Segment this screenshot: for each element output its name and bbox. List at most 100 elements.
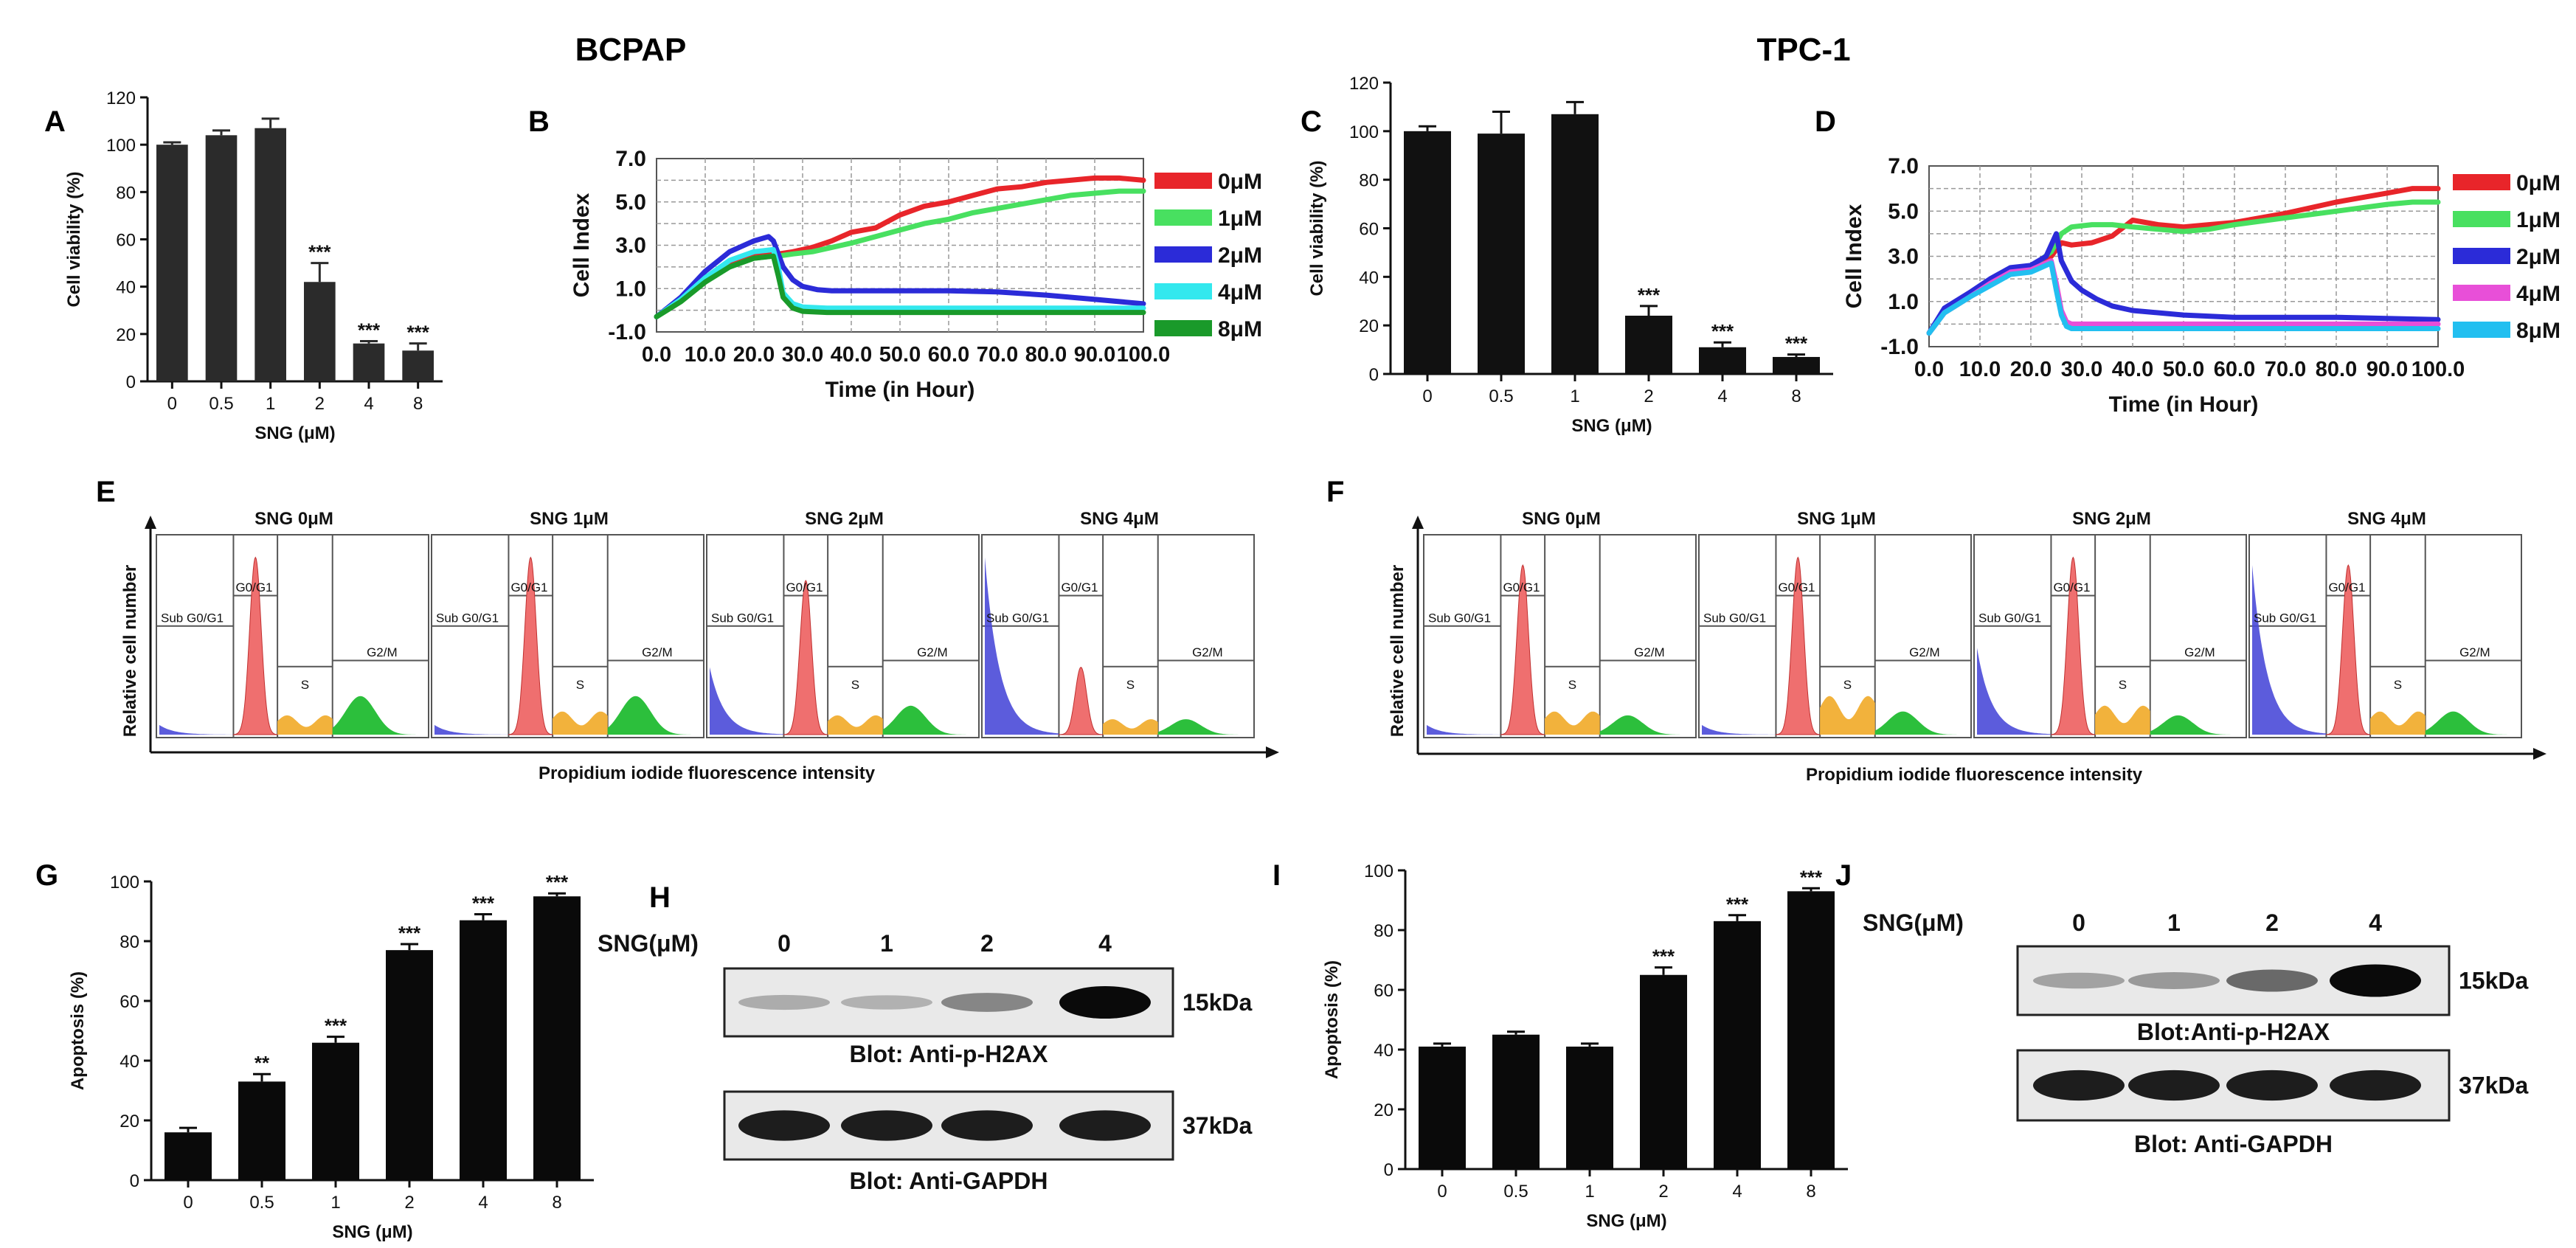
lane-label: 2 (980, 930, 994, 957)
gate-label-g0-g1: G0/G1 (1061, 580, 1098, 594)
y-axis-label: Relative cell number (1388, 565, 1408, 737)
y-axis-label: Cell viability (%) (1307, 160, 1327, 296)
significance-label: *** (546, 871, 569, 893)
gate-label-g2-m: G2/M (2459, 645, 2490, 659)
y-axis-label: Cell Index (1842, 204, 1866, 308)
y-tick-label: 120 (106, 89, 136, 108)
subpanel-title: SNG 2μM (805, 509, 884, 529)
blot-band (2128, 972, 2220, 989)
x-tick-label: 8 (1791, 386, 1801, 406)
gate-label-sub-g0-g1: Sub G0/G1 (1978, 611, 2041, 625)
legend-label: 8μM (1218, 317, 1262, 342)
sub-g0-peak (710, 667, 784, 735)
histogram-subpanel: SNG 4μM Sub G0/G1 G0/G1 S G2/M (2248, 509, 2522, 738)
blot-band (2226, 969, 2318, 992)
legend-label: 2μM (1218, 243, 1262, 268)
legend-label: 4μM (1218, 280, 1262, 305)
s-phase-area (2370, 711, 2426, 735)
panel-letter-f: F (1326, 476, 1344, 508)
x-tick-label: 100.0 (2411, 358, 2465, 381)
header-bcpap: BCPAP (575, 32, 687, 68)
bar-chart-a: 0 20 40 60 80 100 120 0 0.5 1 2 *** 4 *** 8 *** SNG (μM)… (64, 89, 443, 443)
blot-band (738, 1110, 830, 1141)
panel-letter-i: I (1273, 859, 1281, 892)
gate-label-s: S (1126, 678, 1135, 692)
blot-band (841, 995, 932, 1010)
blot-band (2330, 1070, 2421, 1101)
series-line-8uM (1926, 260, 2441, 336)
line-chart-b: 7.0 5.0 3.0 1.0 -1.00.0 10.0 20.0 30.0 40.0 50.0 6… (569, 147, 1262, 402)
subpanel-title: SNG 4μM (2347, 509, 2426, 529)
significance-label: *** (406, 322, 429, 344)
x-tick-label: 10.0 (1959, 358, 2001, 381)
y-tick-label: -1.0 (608, 320, 646, 344)
x-tick-label: 8 (413, 394, 423, 414)
y-axis-label: Cell viability (%) (64, 171, 84, 307)
g2-m-peak (2150, 715, 2243, 735)
bar (165, 1132, 212, 1180)
g0-g1-peak (1058, 666, 1104, 735)
s-phase-area (553, 711, 608, 735)
molecular-weight-label: 15kDa (2459, 968, 2529, 994)
significance-label: *** (472, 892, 495, 915)
blot-band (2330, 964, 2421, 997)
legend-swatch (2453, 248, 2510, 264)
bar (156, 145, 188, 381)
x-tick-label: 50.0 (879, 343, 921, 367)
legend-swatch (1154, 283, 1212, 299)
legend-label: 0μM (2516, 171, 2561, 195)
y-tick-label: 1.0 (615, 277, 646, 301)
x-tick-label: 60.0 (928, 343, 969, 367)
panel-letter-e: E (96, 476, 116, 508)
x-tick-label: 100.0 (1117, 343, 1171, 367)
x-axis-label: Time (in Hour) (825, 378, 975, 402)
y-tick-label: 60 (1359, 220, 1379, 240)
histogram-e: SNG 0μM Sub G0/G1 G0/G1 S G2/M SNG 1μM Sub G0/… (120, 509, 1279, 783)
y-tick-label: 5.0 (1888, 199, 1919, 223)
legend-label: 0μM (1218, 170, 1262, 194)
x-axis-label: Propidium iodide fluorescence intensity (539, 763, 876, 783)
y-tick-label: 120 (1349, 74, 1379, 94)
blot-band (841, 1110, 932, 1141)
western-blot-h: SNG(μM) 0 1 2 4 15kDa Blot: Anti-p-H2AX 37kDa Bl… (598, 930, 1253, 1194)
molecular-weight-label: 37kDa (2459, 1072, 2529, 1099)
significance-label: *** (398, 922, 421, 944)
y-tick-label: 0 (130, 1171, 139, 1191)
legend-swatch (1154, 246, 1212, 263)
x-tick-label: 20.0 (733, 343, 775, 367)
legend-swatch (1154, 173, 1212, 189)
gate-label-sub-g0-g1: Sub G0/G1 (986, 611, 1049, 625)
gate-label-g2-m: G2/M (917, 645, 948, 659)
g0-g1-peak (783, 580, 828, 735)
y-tick-label: 0 (126, 372, 136, 392)
histogram-subpanel: SNG 2μM Sub G0/G1 G0/G1 S G2/M (706, 509, 980, 738)
significance-label: *** (1638, 284, 1661, 306)
s-phase-area (2095, 705, 2150, 735)
bar (255, 128, 286, 382)
legend-swatch (2453, 174, 2510, 190)
y-tick-label: 60 (120, 992, 139, 1012)
x-tick-label: 40.0 (831, 343, 872, 367)
gate-label-g2-m: G2/M (1634, 645, 1665, 659)
x-tick-label: 4 (1732, 1182, 1742, 1202)
x-tick-label: 0 (167, 394, 177, 414)
x-tick-label: 2 (404, 1193, 414, 1213)
y-tick-label: 20 (120, 1112, 139, 1131)
x-tick-label: 40.0 (2112, 358, 2153, 381)
legend-label: 4μM (2516, 282, 2561, 306)
y-tick-label: 7.0 (615, 147, 646, 171)
x-tick-label: 10.0 (685, 343, 726, 367)
y-tick-label: 80 (116, 183, 136, 203)
g0-g1-peak (232, 556, 278, 735)
bar (1699, 347, 1746, 374)
x-axis-label: SNG (μM) (332, 1222, 412, 1242)
significance-label: *** (1785, 333, 1808, 355)
legend-swatch (2453, 211, 2510, 227)
subpanel-frame (431, 534, 704, 738)
x-tick-label: 0.0 (1914, 358, 1944, 381)
y-tick-label: 60 (1374, 981, 1393, 1001)
x-tick-label: 2 (315, 394, 325, 414)
x-tick-label: 1 (1570, 386, 1579, 406)
subpanel-title: SNG 0μM (255, 509, 333, 529)
